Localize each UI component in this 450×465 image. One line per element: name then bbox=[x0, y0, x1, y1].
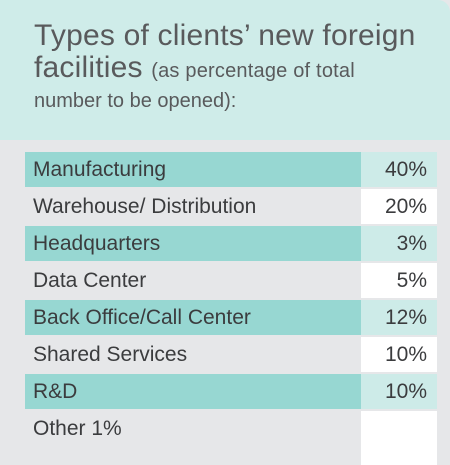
row-label: Warehouse/ Distribution bbox=[33, 195, 257, 218]
row-label: Other 1% bbox=[33, 417, 122, 440]
row-label: Data Center bbox=[33, 269, 147, 292]
table-row: R&D 10% bbox=[25, 374, 437, 411]
table-row: Warehouse/ Distribution 20% bbox=[25, 189, 437, 226]
row-value: 12% bbox=[361, 300, 437, 335]
card-header: Types of clients’ new foreign facilities… bbox=[0, 0, 450, 140]
row-label: Back Office/Call Center bbox=[25, 300, 361, 335]
table-tail-column bbox=[361, 411, 437, 465]
row-value: 20% bbox=[361, 189, 437, 224]
facility-table: Manufacturing 40% Warehouse/ Distribution 2… bbox=[25, 152, 437, 448]
row-value: 40% bbox=[361, 152, 437, 187]
row-value: 10% bbox=[361, 374, 437, 409]
row-label: R&D bbox=[25, 374, 361, 409]
table-row: Back Office/Call Center 12% bbox=[25, 300, 437, 337]
row-label: Shared Services bbox=[33, 343, 188, 366]
table-row: Headquarters 3% bbox=[25, 226, 437, 263]
row-label: Headquarters bbox=[25, 226, 361, 261]
row-value: 5% bbox=[361, 263, 437, 298]
table-row: Shared Services 10% bbox=[25, 337, 437, 374]
chart-title-main: Types of clients’ new foreign facilities bbox=[34, 19, 416, 84]
table-row: Manufacturing 40% bbox=[25, 152, 437, 189]
chart-title: Types of clients’ new foreign facilities… bbox=[34, 20, 430, 86]
chart-title-sub-line1: (as percentage of total bbox=[151, 60, 355, 82]
row-value: 10% bbox=[361, 337, 437, 372]
row-label: Manufacturing bbox=[25, 152, 361, 187]
table-row: Data Center 5% bbox=[25, 263, 437, 300]
chart-title-sub-line2: number to be opened): bbox=[34, 90, 237, 112]
row-value: 3% bbox=[361, 226, 437, 261]
